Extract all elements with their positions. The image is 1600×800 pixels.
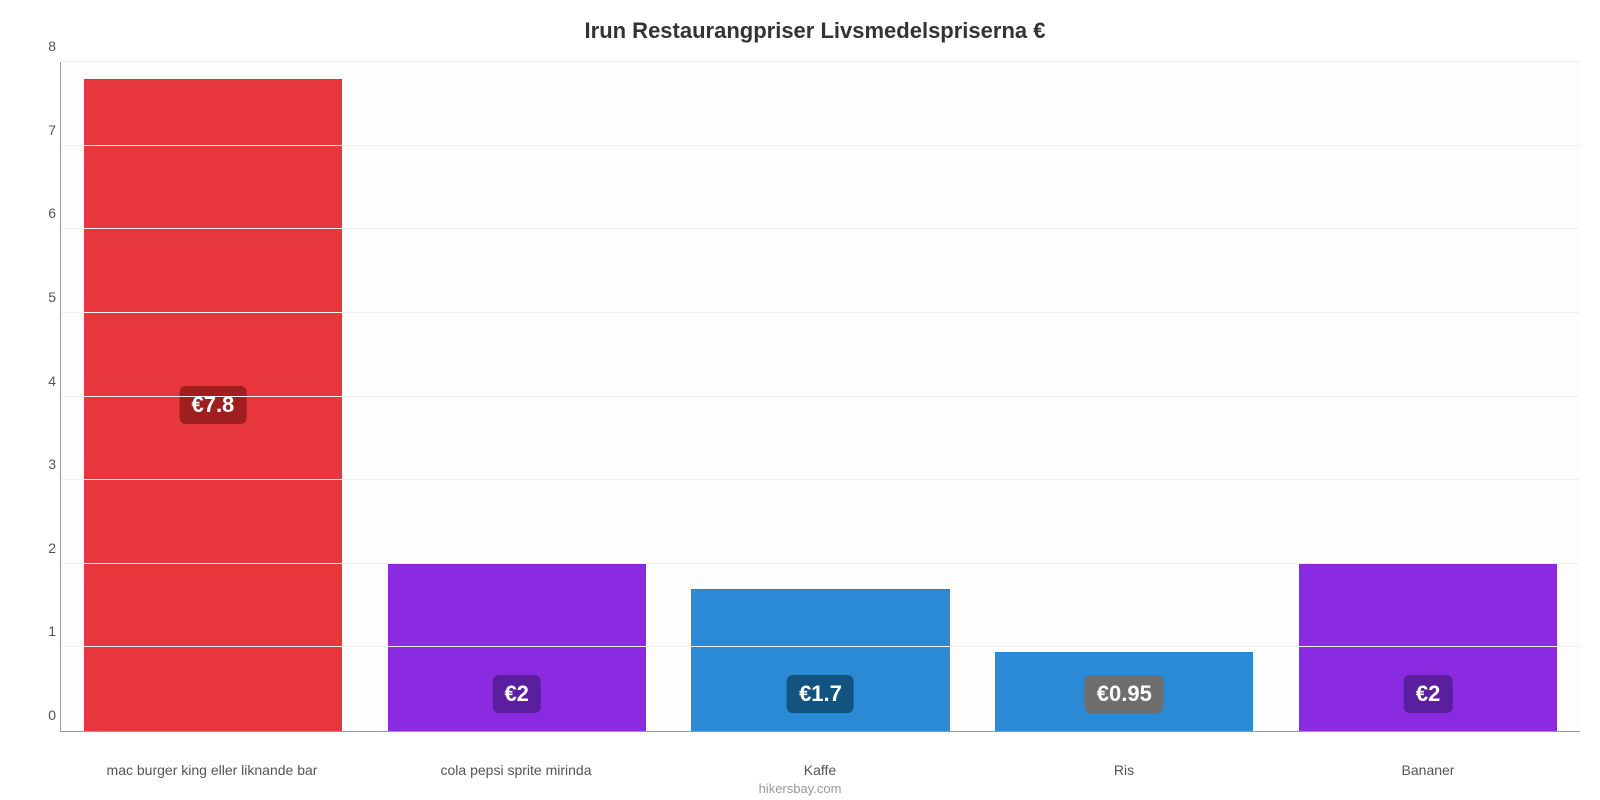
bar-value-label: €2	[492, 675, 540, 713]
y-tick-label: 4	[31, 373, 56, 389]
x-tick-label: Bananer	[1276, 762, 1580, 778]
x-axis-labels: mac burger king eller liknande barcola p…	[60, 762, 1580, 778]
bar-slot: €0.95	[972, 62, 1276, 731]
plot-area: €7.8€2€1.7€0.95€2 012345678	[60, 62, 1580, 732]
gridline	[61, 396, 1580, 397]
gridline	[61, 646, 1580, 647]
bar: €1.7	[691, 589, 949, 731]
y-tick-label: 5	[31, 289, 56, 305]
bar: €0.95	[995, 652, 1253, 731]
y-tick-label: 0	[31, 707, 56, 723]
bar-value-label: €2	[1404, 675, 1452, 713]
y-tick-label: 2	[31, 540, 56, 556]
y-tick-label: 8	[31, 38, 56, 54]
bar-slot: €7.8	[61, 62, 365, 731]
gridline	[61, 228, 1580, 229]
x-tick-label: cola pepsi sprite mirinda	[364, 762, 668, 778]
gridline	[61, 145, 1580, 146]
y-tick-label: 6	[31, 205, 56, 221]
gridline	[61, 312, 1580, 313]
bar: €2	[388, 564, 646, 731]
bar: €7.8	[84, 79, 342, 731]
y-tick-label: 1	[31, 623, 56, 639]
chart-source: hikersbay.com	[0, 781, 1600, 796]
gridline	[61, 563, 1580, 564]
gridline	[61, 61, 1580, 62]
x-tick-label: mac burger king eller liknande bar	[60, 762, 364, 778]
bar-value-label: €0.95	[1085, 675, 1164, 713]
chart-title: Irun Restaurangpriser Livsmedelspriserna…	[50, 18, 1580, 44]
x-tick-label: Ris	[972, 762, 1276, 778]
bar: €2	[1299, 564, 1557, 731]
gridline	[61, 479, 1580, 480]
bar-slot: €1.7	[669, 62, 973, 731]
x-tick-label: Kaffe	[668, 762, 972, 778]
bar-value-label: €7.8	[179, 386, 246, 424]
bar-slot: €2	[1276, 62, 1580, 731]
price-bar-chart: Irun Restaurangpriser Livsmedelspriserna…	[0, 0, 1600, 800]
bars-row: €7.8 €2 €1.7 €0.95 €2	[61, 62, 1580, 731]
bar-value-label: €1.7	[787, 675, 854, 713]
y-tick-label: 3	[31, 456, 56, 472]
bar-slot: €2	[365, 62, 669, 731]
y-tick-label: 7	[31, 122, 56, 138]
